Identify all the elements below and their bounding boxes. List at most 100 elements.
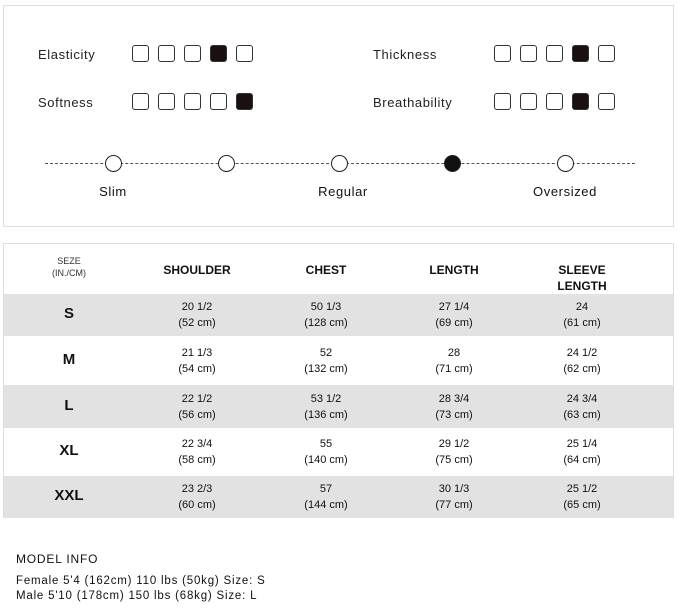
rating-box bbox=[184, 93, 201, 110]
fit-dot bbox=[331, 155, 348, 172]
rating-box-filled bbox=[210, 45, 227, 62]
value-cell: 55 (140 cm) bbox=[304, 436, 347, 468]
cm-value: (52 cm) bbox=[178, 317, 216, 329]
cm-value: (140 cm) bbox=[304, 454, 348, 466]
rating-box bbox=[520, 93, 537, 110]
rating-box bbox=[546, 93, 563, 110]
inch-value: 25 1/4 bbox=[566, 438, 598, 450]
cm-value: (64 cm) bbox=[563, 454, 601, 466]
value-cell: 27 1/4 (69 cm) bbox=[435, 299, 472, 331]
inch-value: 52 bbox=[319, 346, 333, 359]
size-cell: XL bbox=[59, 442, 79, 459]
rating-boxes bbox=[132, 45, 253, 62]
value-cell: 24 1/2 (62 cm) bbox=[563, 345, 600, 377]
rating-box bbox=[494, 45, 511, 62]
rating-box bbox=[236, 45, 253, 62]
rating-box bbox=[158, 93, 175, 110]
table-row: L 22 1/2 (56 cm) 53 1/2 (136 cm) 28 3/4 (73 cm… bbox=[4, 385, 673, 428]
model-info-male: Male 5'10 (178cm) 150 lbs (68kg) Size: L bbox=[16, 590, 258, 602]
inch-value: 24 3/4 bbox=[566, 392, 598, 405]
cm-value: (71 cm) bbox=[435, 362, 473, 375]
rating-boxes bbox=[494, 45, 615, 62]
column-header: SHOULDER bbox=[163, 263, 231, 277]
table-row: XXL 23 2/3 (60 cm) 57 (144 cm) 30 1/3 (77 cm) 2… bbox=[4, 476, 673, 518]
cm-value: (132 cm) bbox=[304, 362, 348, 375]
fit-dot bbox=[218, 155, 235, 172]
inch-value: 29 1/2 bbox=[438, 438, 470, 450]
attribute-label: Softness bbox=[38, 95, 94, 110]
rating-box bbox=[210, 93, 227, 110]
rating-box-filled bbox=[572, 45, 589, 62]
column-header: SLEEVE LENGTH bbox=[557, 263, 607, 293]
value-cell: 57 (144 cm) bbox=[304, 481, 347, 513]
table-row: M 21 1/3 (54 cm) 52 (132 cm) 28 (71 cm) 24 1/2 (… bbox=[4, 336, 673, 385]
rating-box-filled bbox=[236, 93, 253, 110]
size-header: SEZE (IN./CM) bbox=[52, 255, 86, 279]
inch-value: 20 1/2 bbox=[181, 301, 213, 313]
model-info-title: MODEL INFO bbox=[16, 552, 99, 566]
cm-value: (56 cm) bbox=[178, 408, 216, 421]
value-cell: 29 1/2 (75 cm) bbox=[435, 436, 472, 468]
inch-value: 28 bbox=[447, 346, 461, 359]
value-cell: 22 1/2 (56 cm) bbox=[178, 391, 215, 423]
inch-value: 50 1/3 bbox=[310, 301, 342, 313]
inch-value: 24 1/2 bbox=[566, 346, 598, 359]
size-chart-table: SEZE (IN./CM) SHOULDER CHEST LENGTH SLEEVE LE… bbox=[3, 243, 674, 518]
cm-value: (128 cm) bbox=[304, 317, 348, 329]
cm-value: (60 cm) bbox=[178, 499, 216, 511]
inch-value: 53 1/2 bbox=[310, 392, 342, 405]
inch-value: 55 bbox=[319, 438, 333, 450]
column-header: CHEST bbox=[305, 263, 347, 277]
attribute-label: Elasticity bbox=[38, 47, 96, 62]
rating-box bbox=[132, 93, 149, 110]
value-cell: 20 1/2 (52 cm) bbox=[178, 299, 215, 331]
size-cell: XXL bbox=[54, 487, 84, 504]
rating-box-filled bbox=[572, 93, 589, 110]
model-info-female: Female 5'4 (162cm) 110 lbs (50kg) Size: … bbox=[16, 575, 266, 587]
inch-value: 22 3/4 bbox=[181, 438, 213, 450]
cm-value: (65 cm) bbox=[563, 499, 601, 511]
value-cell: 30 1/3 (77 cm) bbox=[435, 481, 472, 513]
size-cell: S bbox=[63, 305, 75, 322]
inch-value: 22 1/2 bbox=[181, 392, 213, 405]
cm-value: (54 cm) bbox=[178, 362, 216, 375]
rating-box bbox=[184, 45, 201, 62]
value-cell: 53 1/2 (136 cm) bbox=[304, 391, 347, 423]
value-cell: 28 (71 cm) bbox=[435, 345, 472, 377]
attribute-label: Thickness bbox=[373, 47, 437, 62]
inch-value: 25 1/2 bbox=[566, 483, 598, 495]
column-header: LENGTH bbox=[429, 263, 479, 277]
fit-dot bbox=[557, 155, 574, 172]
cm-value: (77 cm) bbox=[435, 499, 473, 511]
inch-value: 28 3/4 bbox=[438, 392, 470, 405]
value-cell: 28 3/4 (73 cm) bbox=[435, 391, 472, 423]
cm-value: (73 cm) bbox=[435, 408, 473, 421]
rating-boxes bbox=[494, 93, 615, 110]
fit-label: Slim bbox=[99, 184, 127, 199]
value-cell: 24 (61 cm) bbox=[563, 299, 600, 331]
inch-value: 57 bbox=[319, 483, 333, 495]
cm-value: (144 cm) bbox=[304, 499, 348, 511]
unit-label: (IN./CM) bbox=[52, 268, 86, 278]
table-header: SEZE (IN./CM) SHOULDER CHEST LENGTH SLEEVE LE… bbox=[4, 244, 673, 294]
rating-boxes bbox=[132, 93, 253, 110]
attribute-label: Breathability bbox=[373, 95, 453, 110]
fit-dot bbox=[105, 155, 122, 172]
size-cell: L bbox=[64, 396, 74, 414]
cm-value: (62 cm) bbox=[563, 362, 601, 375]
cm-value: (75 cm) bbox=[435, 454, 473, 466]
value-cell: 25 1/4 (64 cm) bbox=[563, 436, 600, 468]
rating-box bbox=[598, 45, 615, 62]
inch-value: 23 2/3 bbox=[181, 483, 213, 495]
value-cell: 52 (132 cm) bbox=[304, 345, 347, 377]
rating-box bbox=[520, 45, 537, 62]
fit-dot-selected bbox=[444, 155, 461, 172]
rating-box bbox=[494, 93, 511, 110]
table-row: S 20 1/2 (52 cm) 50 1/3 (128 cm) 27 1/4 (69 cm… bbox=[4, 294, 673, 336]
inch-value: 21 1/3 bbox=[181, 346, 213, 359]
size-cell: M bbox=[62, 350, 76, 368]
cm-value: (136 cm) bbox=[304, 408, 348, 421]
cm-value: (69 cm) bbox=[435, 317, 473, 329]
value-cell: 25 1/2 (65 cm) bbox=[563, 481, 600, 513]
rating-box bbox=[158, 45, 175, 62]
